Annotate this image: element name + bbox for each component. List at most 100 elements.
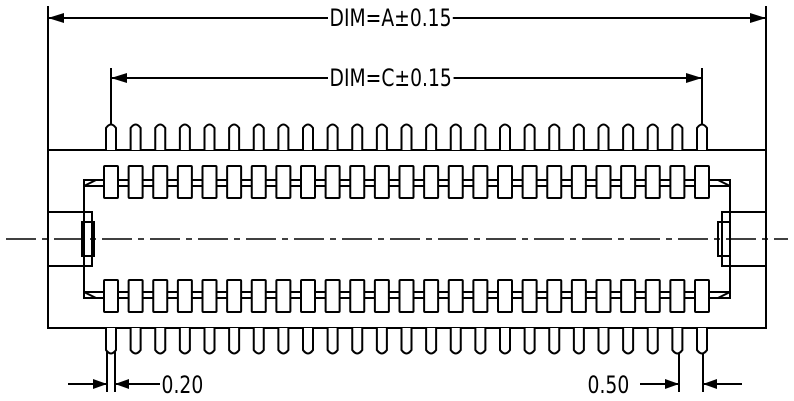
chamfer-br bbox=[717, 291, 731, 299]
pin-bottom-contact bbox=[521, 279, 538, 313]
pin-bottom-tail bbox=[548, 328, 561, 355]
pin-bottom-contact bbox=[226, 279, 243, 313]
pin-top-contact bbox=[300, 165, 316, 199]
dim-c-label: DIM=C±0.15 bbox=[328, 64, 454, 92]
pin-bottom-tail bbox=[302, 328, 314, 355]
pin-top-tail bbox=[696, 123, 708, 150]
pin-bottom-tail bbox=[129, 328, 142, 355]
pin-top-contact bbox=[152, 165, 169, 199]
pin-top-contact bbox=[373, 165, 390, 199]
pin-bottom-contact bbox=[127, 279, 144, 313]
pin-top-contact bbox=[620, 165, 637, 199]
pin-bottom-contact bbox=[103, 279, 119, 313]
pin-top-contact bbox=[226, 165, 243, 199]
chamfer-bl bbox=[83, 291, 97, 299]
pin-top-contact bbox=[127, 165, 144, 199]
pin-top-tail bbox=[154, 123, 167, 150]
arrowhead-c-left bbox=[111, 73, 127, 83]
pin-top-contact bbox=[398, 165, 415, 199]
pin-bottom-tail bbox=[252, 328, 265, 355]
pin-bottom-contact bbox=[694, 279, 710, 313]
pin-bottom-tail bbox=[351, 328, 364, 355]
pin-top-contact bbox=[644, 165, 661, 199]
arrowhead-pitch-right bbox=[703, 379, 717, 389]
chamfer-tr bbox=[717, 179, 731, 187]
pin-top-contact bbox=[669, 165, 686, 199]
pin-bottom-tail bbox=[277, 328, 290, 355]
pin-bottom-tail bbox=[449, 328, 462, 355]
pin-top-contact bbox=[103, 165, 119, 199]
pin-bottom-contact bbox=[398, 279, 415, 313]
pin-bottom-contact bbox=[423, 279, 440, 313]
pin-bottom-tail bbox=[178, 328, 191, 355]
pin-top-contact bbox=[423, 165, 440, 199]
pin-bottom-tail bbox=[474, 328, 487, 355]
pin-width-label: 0.20 bbox=[160, 371, 205, 399]
pin-bottom-tail bbox=[105, 328, 117, 355]
arrowhead-width-left bbox=[93, 379, 107, 389]
pin-bottom-contact bbox=[472, 279, 489, 313]
pin-top-tail bbox=[302, 123, 314, 150]
pin-bottom-tail bbox=[400, 328, 413, 355]
pin-bottom-contact bbox=[497, 279, 513, 313]
pin-bottom-tail bbox=[572, 328, 585, 355]
chamfer-tl bbox=[83, 179, 97, 187]
pin-top-tail bbox=[474, 123, 487, 150]
arrowhead-c-right bbox=[686, 73, 702, 83]
pin-top-tail bbox=[129, 123, 142, 150]
pin-bottom-tail bbox=[597, 328, 610, 355]
pin-bottom-contact bbox=[152, 279, 169, 313]
pin-top-tail bbox=[203, 123, 216, 150]
pin-top-contact bbox=[176, 165, 193, 199]
pin-bottom-tail bbox=[375, 328, 388, 355]
pin-top-tail bbox=[572, 123, 585, 150]
pin-bottom-contact bbox=[595, 279, 612, 313]
pin-bottom-tail bbox=[499, 328, 511, 355]
pin-top-contact bbox=[447, 165, 464, 199]
pin-top-tail bbox=[326, 123, 339, 150]
arrowhead-a-right bbox=[750, 13, 766, 23]
pin-top-contact bbox=[201, 165, 218, 199]
pin-top-tail bbox=[105, 123, 117, 150]
pin-bottom-contact bbox=[373, 279, 390, 313]
pin-top-tail bbox=[178, 123, 191, 150]
pin-bottom-tail bbox=[228, 328, 241, 355]
pin-top-tail bbox=[671, 123, 684, 150]
pin-top-tail bbox=[425, 123, 438, 150]
pin-bottom-contact bbox=[201, 279, 218, 313]
pin-top-contact bbox=[349, 165, 366, 199]
pin-top-tail bbox=[499, 123, 511, 150]
pin-bottom-contact bbox=[644, 279, 661, 313]
pin-bottom-contact bbox=[324, 279, 341, 313]
pin-bottom-contact bbox=[620, 279, 637, 313]
pin-bottom-contact bbox=[300, 279, 316, 313]
pin-top-tail bbox=[277, 123, 290, 150]
pin-bottom-tail bbox=[696, 328, 708, 355]
pin-top-contact bbox=[250, 165, 267, 199]
pin-bottom-contact bbox=[570, 279, 587, 313]
pin-top-tail bbox=[400, 123, 413, 150]
pin-top-contact bbox=[275, 165, 292, 199]
pin-bottom-contact bbox=[349, 279, 366, 313]
pin-top-contact bbox=[497, 165, 513, 199]
pin-top-contact bbox=[570, 165, 587, 199]
pin-bottom-tail bbox=[671, 328, 684, 355]
pin-top-tail bbox=[597, 123, 610, 150]
pin-bottom-contact bbox=[546, 279, 563, 313]
pin-bottom-contact bbox=[669, 279, 686, 313]
pin-top-tail bbox=[646, 123, 659, 150]
pin-top-contact bbox=[546, 165, 563, 199]
pin-bottom-tail bbox=[203, 328, 216, 355]
pin-bottom-tail bbox=[154, 328, 167, 355]
pin-top-tail bbox=[523, 123, 536, 150]
pin-bottom-tail bbox=[523, 328, 536, 355]
arrowhead-width-right bbox=[115, 379, 129, 389]
pin-top-tail bbox=[449, 123, 462, 150]
pin-top-contact bbox=[472, 165, 489, 199]
arrowhead-a-left bbox=[48, 13, 64, 23]
pin-top-contact bbox=[521, 165, 538, 199]
pin-bottom-contact bbox=[176, 279, 193, 313]
pin-top-tail bbox=[548, 123, 561, 150]
pin-top-tail bbox=[375, 123, 388, 150]
